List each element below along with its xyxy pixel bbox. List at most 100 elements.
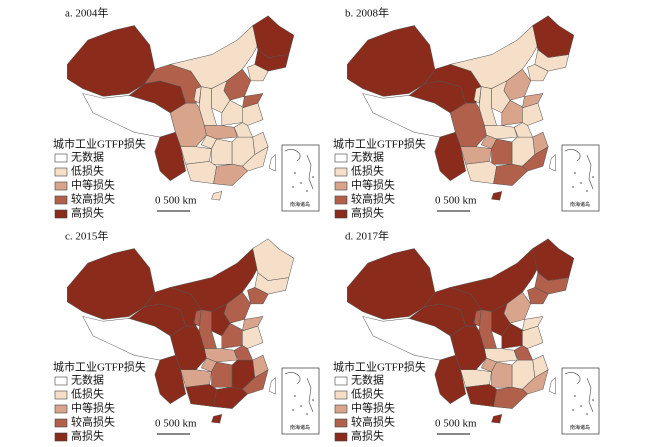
island	[586, 190, 588, 192]
island	[580, 405, 582, 407]
legend-swatch	[334, 432, 348, 442]
legend-item: 高损失	[71, 429, 104, 443]
island	[292, 186, 294, 188]
legend-swatch	[334, 209, 348, 219]
province	[242, 146, 269, 172]
legend-item: 低损失	[351, 387, 384, 401]
province	[491, 191, 503, 201]
china-map	[347, 15, 575, 201]
province	[211, 414, 223, 424]
legend-swatch	[334, 376, 348, 386]
legend-swatch	[54, 181, 68, 191]
province	[180, 146, 212, 165]
legend-item: 较高损失	[351, 192, 395, 206]
legend-title: 城市工业GTFP损失	[53, 137, 146, 151]
panel-title: d. 2017年	[345, 229, 389, 243]
province	[211, 361, 233, 388]
province	[493, 164, 528, 186]
legend-swatch	[334, 167, 348, 177]
inset-label: 南海诸岛	[570, 201, 590, 208]
province	[434, 354, 467, 405]
inset-coast	[564, 372, 594, 413]
province	[268, 376, 276, 395]
island	[580, 182, 582, 184]
inset-frame	[561, 367, 600, 435]
legend-item: 中等损失	[351, 401, 395, 415]
legend-item: 中等损失	[351, 178, 395, 192]
island	[306, 413, 308, 415]
province	[434, 131, 467, 182]
legend-item: 中等损失	[71, 401, 115, 415]
island	[306, 190, 308, 192]
island	[592, 176, 594, 178]
legend-swatch	[54, 390, 68, 400]
province	[193, 309, 202, 327]
legend-item: 无数据	[71, 150, 104, 164]
legend-swatch	[54, 376, 68, 386]
province	[548, 376, 556, 395]
legend-item: 无数据	[351, 150, 384, 164]
province	[247, 287, 269, 305]
province	[527, 64, 549, 82]
legend-item: 较高损失	[71, 192, 115, 206]
province	[491, 414, 503, 424]
legend-swatch	[334, 418, 348, 428]
province	[211, 191, 223, 201]
legend-title: 城市工业GTFP损失	[333, 360, 426, 374]
legend-item: 低损失	[71, 387, 104, 401]
china-map	[67, 15, 295, 201]
legend-swatch	[54, 404, 68, 414]
province	[473, 309, 482, 327]
panel-title: b. 2008年	[345, 6, 389, 20]
inset-frame	[561, 144, 600, 212]
island	[572, 186, 574, 188]
legend-swatch	[54, 418, 68, 428]
legend-item: 高损失	[351, 429, 384, 443]
inset-label: 南海诸岛	[570, 424, 590, 431]
inset-frame	[281, 144, 320, 212]
island	[586, 413, 588, 415]
island	[592, 399, 594, 401]
legend-swatch	[54, 153, 68, 163]
province	[242, 325, 264, 349]
legend-title: 城市工业GTFP损失	[333, 137, 426, 151]
legend-item: 高损失	[351, 206, 384, 220]
island	[294, 172, 296, 174]
legend-item: 高损失	[71, 206, 104, 220]
panel-title: a. 2004年	[65, 6, 108, 20]
legend-item: 中等损失	[71, 178, 115, 192]
legend-item: 无数据	[351, 373, 384, 387]
legend-swatch	[334, 390, 348, 400]
inset-coast	[284, 372, 314, 413]
island	[312, 399, 314, 401]
province	[460, 146, 492, 165]
scale-label: 0 500 km	[435, 195, 477, 207]
island	[300, 405, 302, 407]
legend-swatch	[334, 181, 348, 191]
inset-frame	[281, 367, 320, 435]
scale-label: 0 500 km	[155, 418, 197, 430]
island	[574, 395, 576, 397]
province	[185, 161, 217, 184]
inset-coast	[564, 149, 594, 190]
province	[154, 131, 187, 182]
legend-item: 无数据	[71, 373, 104, 387]
legend-swatch	[54, 167, 68, 177]
province	[242, 102, 264, 126]
legend-swatch	[334, 404, 348, 414]
scale-label: 0 500 km	[435, 418, 477, 430]
legend-swatch	[54, 195, 68, 205]
inset-label: 南海诸岛	[290, 201, 310, 208]
legend-item: 较高损失	[71, 415, 115, 429]
province	[493, 387, 528, 409]
legend-swatch	[54, 432, 68, 442]
province	[491, 138, 513, 165]
scale-label: 0 500 km	[155, 195, 197, 207]
province	[522, 369, 549, 395]
legend-title: 城市工业GTFP损失	[53, 360, 146, 374]
province	[491, 361, 513, 388]
